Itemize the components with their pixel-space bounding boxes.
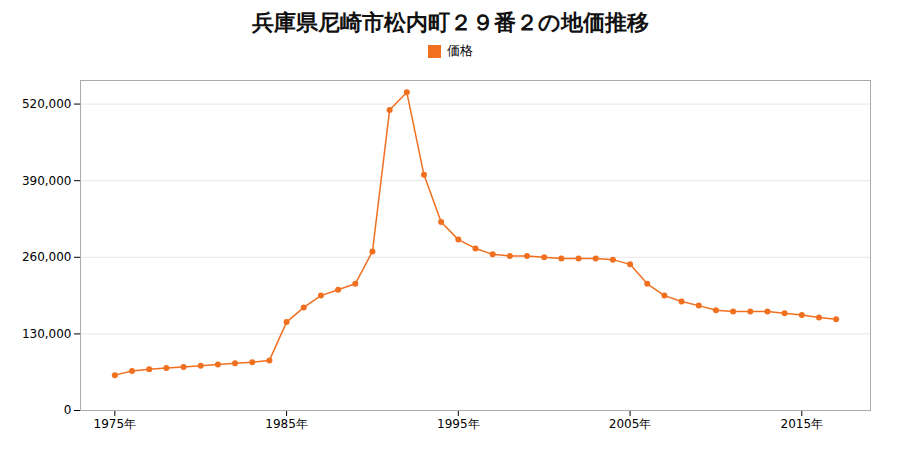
svg-text:2015年: 2015年 [781, 417, 824, 431]
html-text:価格: 価格 [446, 43, 473, 58]
html-text:兵庫県尼崎市松内町２９番２の地価推移: 兵庫県尼崎市松内町２９番２の地価推移 [251, 10, 649, 35]
svg-text:130,000: 130,000 [22, 327, 72, 341]
svg-text:1995年: 1995年 [437, 417, 480, 431]
svg-text:260,000: 260,000 [22, 250, 72, 264]
svg-text:390,000: 390,000 [22, 174, 72, 188]
svg-text:0: 0 [64, 403, 72, 417]
svg-text:2005年: 2005年 [609, 417, 652, 431]
svg-text:520,000: 520,000 [22, 97, 72, 111]
svg-text:1975年: 1975年 [94, 417, 137, 431]
svg-text:1985年: 1985年 [265, 417, 308, 431]
